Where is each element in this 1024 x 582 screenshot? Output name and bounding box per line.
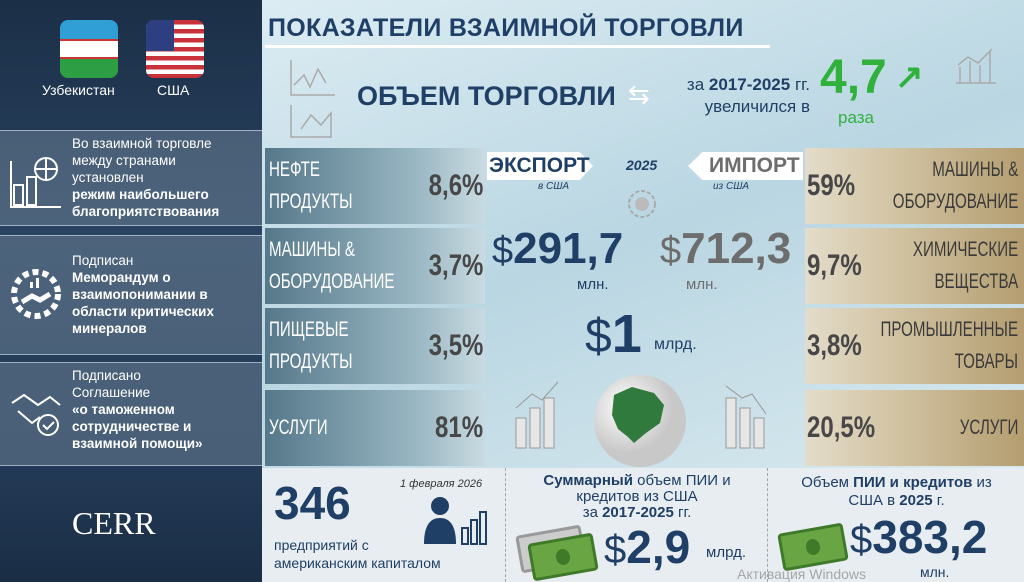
handshake-check-icon [11,393,61,436]
trade-volume-label: ОБЪЕМ ТОРГОВЛИ [357,81,616,111]
import-category-pct: 20,5% [807,411,876,444]
export-category-pct: 81% [434,411,483,444]
info-bold: сотрудничестве и [72,419,192,434]
export-category-row: МАШИНЫ & ОБОРУДОВАНИЕ 3,7% [265,228,485,304]
chart-line-icon [290,60,335,138]
falling-bars-icon [725,385,767,449]
info-bold: «о таможенном [72,402,175,417]
volume-growth-unit: раза [838,108,874,127]
import-category-row: 20,5% УСЛУГИ [805,390,1024,466]
import-category-name: УСЛУГИ [959,416,1018,439]
info-bold: взаимопонимании в [72,287,208,302]
import-category-name: МАШИНЫ & ОБОРУДОВАНИЕ [892,158,1018,213]
export-category-name: ПИЩЕВЫЕ ПРОДУКТЫ [269,318,353,373]
fdi-total-cell: Суммарный объем ПИИ и кредитов из США за 2… [505,468,767,582]
page-title: ПОКАЗАТЕЛИ ВЗАИМНОЙ ТОРГОВЛИ [268,14,744,42]
left-panel: Узбекистан США Во взаимной торговле между… [0,0,262,582]
info-bold: минералов [72,321,147,336]
usa-globe-icon [594,375,686,467]
cerr-logo: CERR [72,505,156,541]
volume-growth-value: 4,7 [820,51,887,104]
export-category-row: НЕФТЕ ПРОДУКТЫ 8,6% [265,148,485,224]
enterprises-cell: 346 1 февраля 2026 предприятий с американ… [262,468,505,582]
info-block-memorandum: Подписан Меморандум о взаимопонимании в обл… [0,235,262,355]
export-category-name: НЕФТЕ ПРОДУКТЫ [269,158,353,213]
import-category-row: 9,7% ХИМИЧЕСКИЕ ВЕЩЕСТВА [805,228,1024,304]
info-text: установлен [72,170,144,185]
fdi-2025-unit: млн. [920,564,950,580]
windows-watermark: Активация Windows [737,566,867,582]
import-category-pct: 59% [807,169,856,202]
import-category-name: ХИМИЧЕСКИЕ ВЕЩЕСТВА [912,238,1018,293]
fdi-total-unit: млрд. [706,544,746,561]
export-sub: в США [538,181,570,192]
fdi-2025-value: $383,2 [850,511,988,563]
info-text: Во взаимной торговле [72,136,212,151]
info-bold: взаимной помощи» [72,436,203,451]
banknote-icon [777,522,849,572]
export-category-pct: 3,7% [428,249,483,282]
total-value: $1 [585,304,642,364]
export-label: ЭКСПОРТ [489,154,590,177]
up-arrow-icon: ↗ [895,58,924,96]
fdi-2025-cell: Объем ПИИ и кредитов из США в 2025 г. $38… [767,468,1024,582]
info-bold: Меморандум о [72,270,171,285]
export-unit: млн. [577,276,609,293]
info-text: между странами [72,153,176,168]
total-unit: млрд. [654,336,697,353]
import-label: ИМПОРТ [709,154,800,177]
import-unit: млн. [686,276,718,293]
title-underline [265,45,770,48]
export-category-row: УСЛУГИ 81% [265,390,485,466]
bar-chart-icon [956,48,996,84]
export-value: $291,7 [492,224,624,273]
info-bold: режим наибольшего [72,187,209,202]
volume-period: за 2017-2025 гг. увеличился в [686,75,810,116]
fdi-2025-text: Объем ПИИ и кредитов из США в 2025 г. [801,474,992,509]
export-category-name: УСЛУГИ [269,416,328,439]
export-arrow [487,152,593,180]
import-sub: из США [713,181,750,192]
info-block-customs: Подписано Соглашение «о таможенном сотрудни… [0,362,262,466]
info-text: Соглашение [72,385,151,400]
export-category-row: ПИЩЕВЫЕ ПРОДУКТЫ 3,5% [265,308,485,384]
import-category-pct: 3,8% [807,329,862,362]
bottom-panel: 346 1 февраля 2026 предприятий с американ… [262,468,1024,582]
usa-flag [146,20,204,78]
enterprises-text: предприятий с американским капиталом [274,537,441,571]
import-value: $712,3 [660,224,792,273]
enterprises-count: 346 [274,477,351,529]
gear-handshake-icon [11,269,61,319]
export-category-pct: 3,5% [428,329,483,362]
chart-globe-icon [10,157,61,208]
info-text: Подписан [72,253,134,268]
businessman-icon [424,497,487,545]
import-category-name: ПРОМЫШЛЕННЫЕ ТОВАРЫ [880,318,1018,373]
export-category-name: МАШИНЫ & ОБОРУДОВАНИЕ [269,238,395,293]
export-category-pct: 8,6% [428,169,483,202]
import-category-row: 3,8% ПРОМЫШЛЕННЫЕ ТОВАРЫ [805,308,1024,384]
import-category-pct: 9,7% [807,249,862,282]
usa-label: США [157,82,190,98]
import-category-row: 59% МАШИНЫ & ОБОРУДОВАНИЕ [805,148,1024,224]
info-bold: благоприятствования [72,204,220,219]
enterprises-date: 1 февраля 2026 [400,478,483,490]
info-text: Подписано [72,368,141,383]
year-label: 2025 [626,157,658,173]
fdi-total-value: $2,9 [604,521,691,573]
rising-bars-icon [515,381,559,449]
uzbekistan-flag [60,20,118,78]
fdi-total-text: Суммарный объем ПИИ и кредитов из США за 2… [543,472,731,521]
uzbekistan-label: Узбекистан [42,82,115,98]
info-block-mfn: Во взаимной торговле между странами устано… [0,130,262,226]
info-bold: области критических [72,304,214,319]
import-arrow [688,152,803,180]
globe-cycle-icon [628,190,656,218]
exchange-arrows-icon: ⇆ [628,79,650,109]
